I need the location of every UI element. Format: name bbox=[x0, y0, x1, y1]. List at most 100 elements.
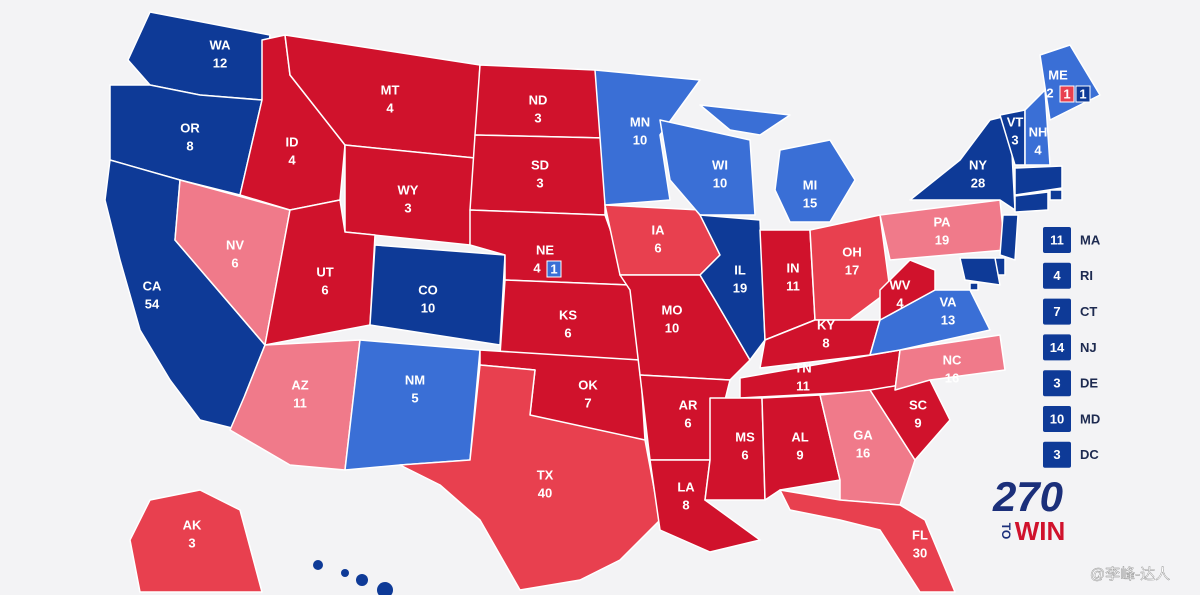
state-abbr: TX bbox=[537, 467, 554, 482]
state-votes: 3 bbox=[1011, 132, 1018, 147]
state-votes: 11 bbox=[796, 378, 810, 393]
state-votes: 4 bbox=[288, 152, 296, 167]
state-abbr: WY bbox=[398, 182, 419, 197]
state-abbr: AZ bbox=[291, 377, 308, 392]
state bbox=[894, 334, 1006, 391]
small-state-votes: 7 bbox=[1053, 304, 1060, 319]
state-votes: 10 bbox=[421, 300, 435, 315]
state-votes: 10 bbox=[633, 132, 647, 147]
state bbox=[704, 397, 766, 501]
state bbox=[1014, 165, 1063, 196]
state-abbr: NC bbox=[943, 352, 962, 367]
state-votes: 3 bbox=[534, 110, 541, 125]
state-votes: 9 bbox=[796, 447, 803, 462]
state bbox=[879, 199, 1006, 261]
state-abbr: AL bbox=[791, 429, 808, 444]
state-votes: 5 bbox=[411, 390, 418, 405]
state-abbr: ID bbox=[286, 134, 299, 149]
small-state-box bbox=[1043, 370, 1071, 397]
state-abbr: FL bbox=[912, 527, 928, 542]
state-votes: 19 bbox=[733, 280, 747, 295]
state-votes: 16 bbox=[945, 370, 959, 385]
small-state-abbr: DC bbox=[1080, 447, 1099, 462]
state-votes: 6 bbox=[741, 447, 748, 462]
small-state-votes: 3 bbox=[1053, 447, 1060, 462]
state-abbr: SC bbox=[909, 397, 928, 412]
small-state-abbr: MD bbox=[1080, 411, 1100, 426]
state-votes: 11 bbox=[786, 278, 800, 293]
state-abbr: IA bbox=[652, 222, 666, 237]
state-votes: 12 bbox=[213, 55, 227, 70]
logo-number: 270 bbox=[992, 473, 1063, 520]
split-box bbox=[546, 260, 562, 278]
state bbox=[959, 257, 1001, 286]
state-votes: 4 bbox=[386, 100, 394, 115]
small-state-votes: 3 bbox=[1053, 376, 1060, 391]
state-votes: 19 bbox=[935, 232, 949, 247]
split-votes: 1 bbox=[1079, 86, 1086, 101]
state-abbr: OK bbox=[578, 377, 598, 392]
state-abbr: AR bbox=[679, 397, 698, 412]
state-votes: 15 bbox=[803, 195, 817, 210]
state-abbr: NH bbox=[1029, 124, 1048, 139]
state bbox=[809, 214, 891, 321]
small-state-box bbox=[1043, 334, 1071, 361]
state-abbr: TN bbox=[794, 360, 811, 375]
state-abbr: NY bbox=[969, 157, 987, 172]
state-votes: 4 bbox=[1034, 142, 1042, 157]
state bbox=[1049, 189, 1063, 201]
split-box bbox=[1075, 85, 1091, 103]
small-state-abbr: CT bbox=[1080, 304, 1097, 319]
state-votes: 17 bbox=[845, 262, 859, 277]
state-votes: 8 bbox=[682, 497, 689, 512]
small-state-votes: 14 bbox=[1050, 340, 1065, 355]
state bbox=[999, 214, 1019, 261]
state-votes: 9 bbox=[914, 415, 921, 430]
small-state-votes: 10 bbox=[1050, 411, 1064, 426]
state-votes: 13 bbox=[941, 312, 955, 327]
state-abbr: NV bbox=[226, 237, 244, 252]
split-votes: 1 bbox=[1063, 86, 1070, 101]
logo-to: TO bbox=[999, 523, 1013, 539]
state-abbr: CA bbox=[143, 278, 162, 293]
state-abbr: WI bbox=[712, 157, 728, 172]
state-votes: 54 bbox=[145, 296, 160, 311]
logo: 270 TO WIN bbox=[992, 473, 1065, 546]
state-abbr: SD bbox=[531, 157, 549, 172]
state-abbr: NE bbox=[536, 242, 554, 257]
state-votes: 6 bbox=[684, 415, 691, 430]
state-votes: 3 bbox=[536, 175, 543, 190]
state bbox=[779, 489, 956, 593]
state-votes: 3 bbox=[404, 200, 411, 215]
small-state-box bbox=[1043, 298, 1071, 325]
state-votes: 28 bbox=[971, 175, 985, 190]
state-abbr: UT bbox=[316, 264, 333, 279]
small-state-abbr: RI bbox=[1080, 268, 1093, 283]
state-votes: 6 bbox=[231, 255, 238, 270]
state-abbr: IL bbox=[734, 262, 746, 277]
state-abbr: PA bbox=[933, 214, 951, 229]
state-votes: 8 bbox=[186, 138, 193, 153]
state-votes: 6 bbox=[654, 240, 661, 255]
state-abbr: NM bbox=[405, 372, 425, 387]
state bbox=[909, 114, 1016, 211]
state-abbr: OR bbox=[180, 120, 200, 135]
state-votes: 30 bbox=[913, 545, 927, 560]
state-votes: 4 bbox=[896, 295, 904, 310]
state-votes: 3 bbox=[188, 535, 195, 550]
state-abbr: MI bbox=[803, 177, 817, 192]
state bbox=[1039, 44, 1101, 121]
state-votes: 10 bbox=[665, 320, 679, 335]
state-votes: 4 bbox=[533, 260, 541, 275]
small-state-box bbox=[1043, 441, 1071, 468]
state-abbr: ND bbox=[529, 92, 548, 107]
small-state-box bbox=[1043, 262, 1071, 289]
state-abbr: MT bbox=[381, 82, 400, 97]
small-state-votes: 11 bbox=[1050, 232, 1064, 247]
state-votes: 40 bbox=[538, 485, 552, 500]
small-state-box bbox=[1043, 406, 1071, 432]
state bbox=[879, 259, 936, 321]
state-abbr: KY bbox=[817, 317, 835, 332]
state-abbr: KS bbox=[559, 307, 577, 322]
state-votes: 11 bbox=[293, 395, 307, 410]
